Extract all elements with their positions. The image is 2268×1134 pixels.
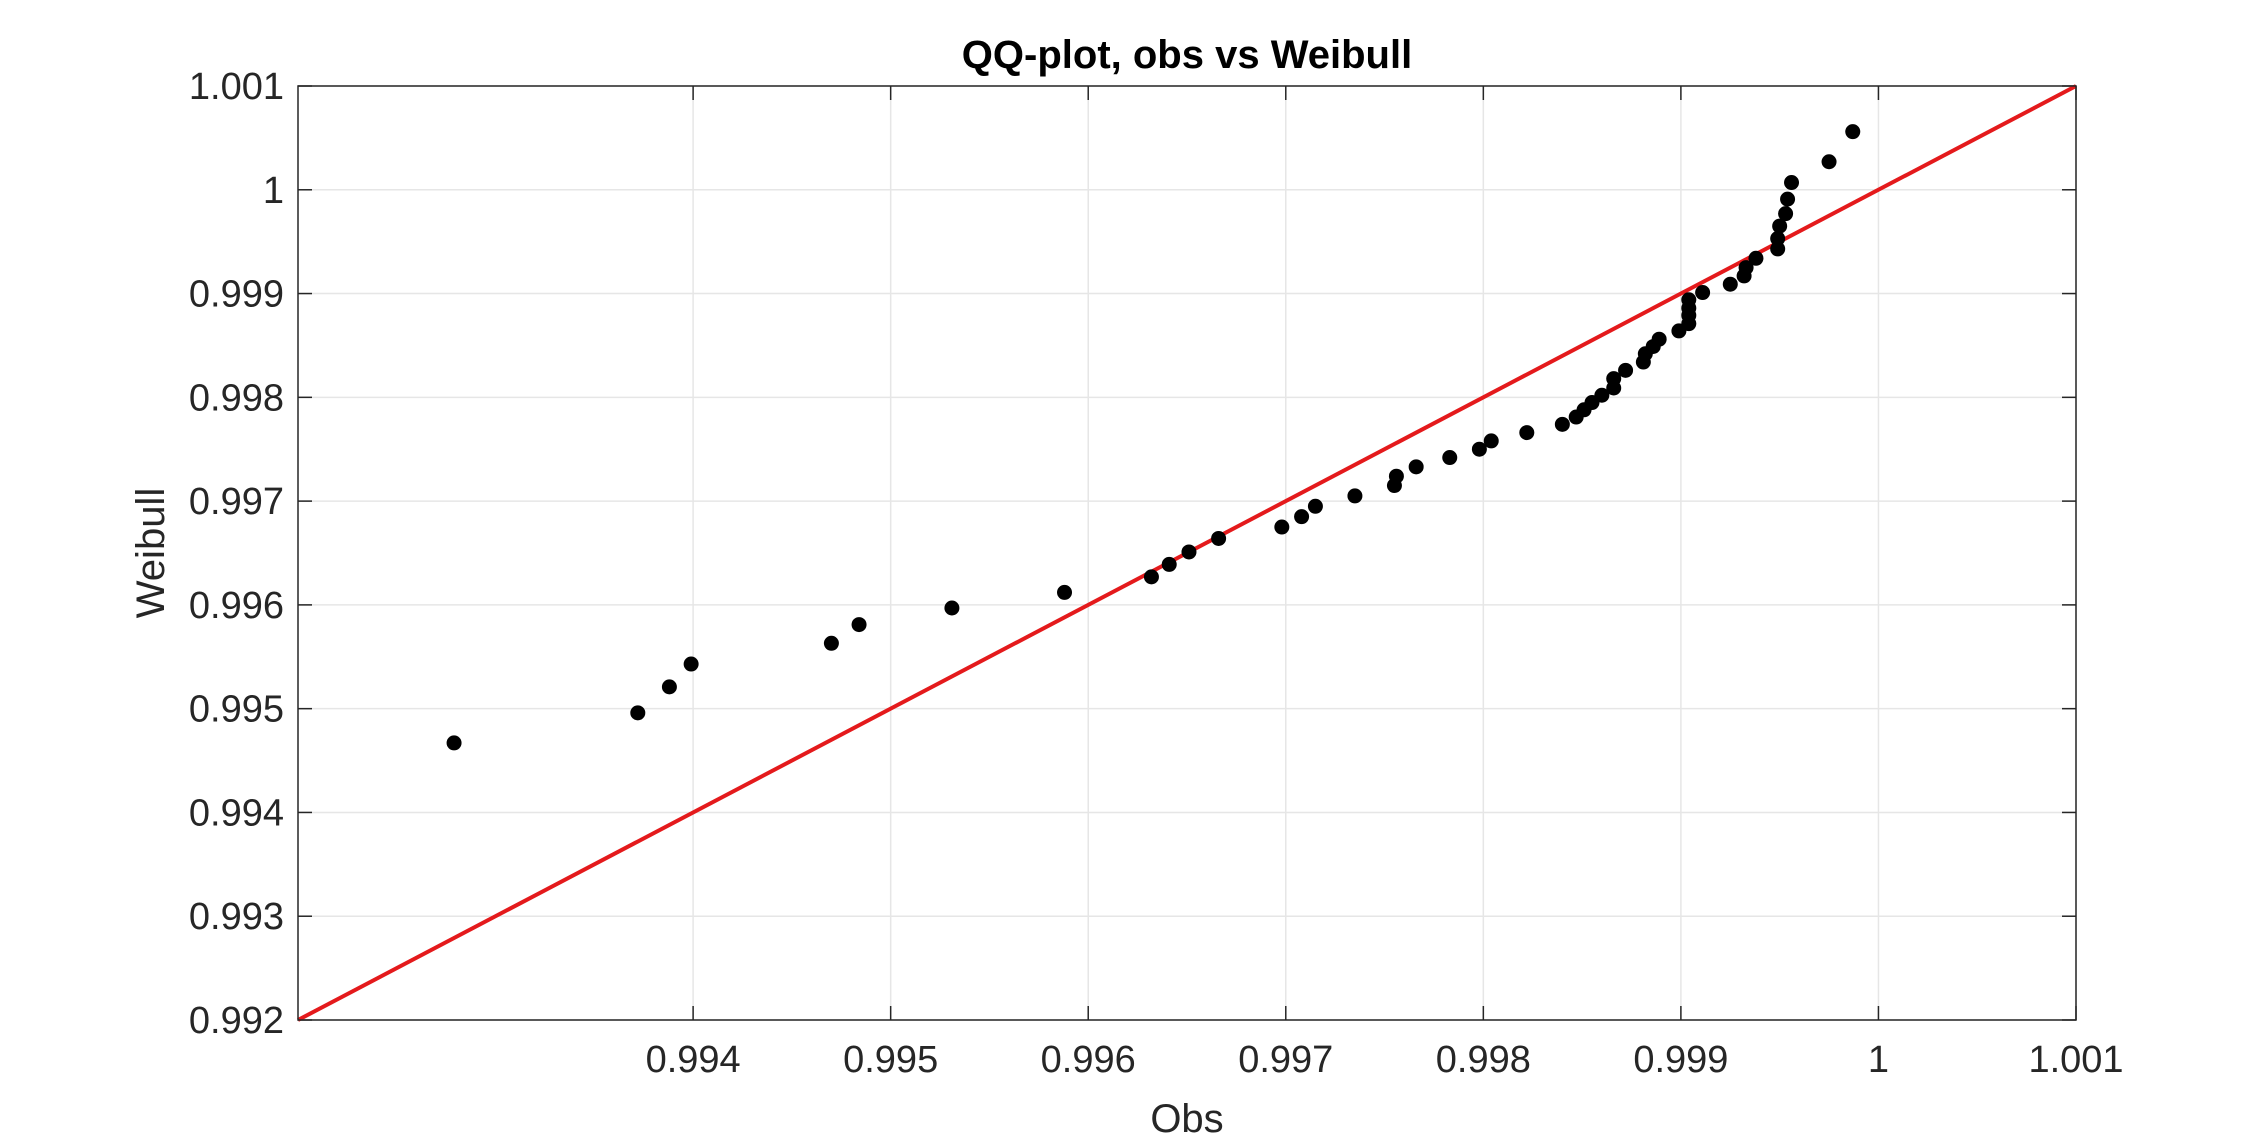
chart-title: QQ-plot, obs vs Weibull [962,33,1412,77]
data-point [1211,530,1227,546]
data-point [1294,509,1310,525]
data-point [1780,191,1796,207]
y-tick-label: 0.993 [189,896,284,938]
data-point [1442,450,1458,466]
data-point [1143,569,1159,585]
data-point [630,705,646,721]
data-point [944,600,960,616]
axes-frame [297,85,2077,1021]
data-point [823,635,839,651]
y-tick-label: 0.999 [189,274,284,316]
data-point [1161,556,1177,572]
data-point [1347,488,1363,504]
data-point [1618,362,1634,378]
y-tick-label: 1.001 [189,66,284,108]
y-tick-label: 0.996 [189,585,284,627]
data-point [1651,331,1667,347]
y-tick-label: 0.992 [189,1000,284,1042]
y-tick-label: 0.998 [189,377,284,419]
data-point [1408,459,1424,475]
data-point [1057,584,1073,600]
x-tick-labels: 0.994 0.995 0.996 0.997 0.998 0.999 1 1.001 [646,1039,2124,1081]
data-point [1695,285,1711,301]
data-point [683,656,699,672]
data-point [1483,433,1499,449]
data-point [1738,260,1754,276]
x-tick-label: 0.998 [1436,1039,1531,1081]
x-tick-label: 0.995 [843,1039,938,1081]
x-tick-label: 0.994 [646,1039,741,1081]
x-tick-label: 1.001 [2028,1039,2123,1081]
x-tick-label: 0.996 [1041,1039,1136,1081]
x-tick-label: 1 [1868,1039,1889,1081]
y-tick-labels: 0.992 0.993 0.994 0.995 0.996 0.997 0.998 0.999… [189,66,284,1042]
data-point [1274,519,1290,535]
data-point [661,679,677,695]
y-tick-label: 1 [263,170,284,212]
data-point [1770,231,1786,247]
data-point [1778,206,1794,222]
y-tick-label: 0.997 [189,481,284,523]
data-point [1772,218,1788,234]
data-point [1748,250,1764,266]
data-point [1784,175,1800,191]
data-point [1770,241,1786,257]
x-tick-label: 0.997 [1238,1039,1333,1081]
data-point [1681,292,1697,308]
x-tick-label: 0.999 [1633,1039,1728,1081]
data-point [851,617,867,633]
data-point [1722,276,1738,292]
data-point [1606,371,1622,387]
data-point [1307,498,1323,514]
data-points [446,124,1861,751]
data-point [1845,124,1861,140]
y-tick-label: 0.994 [189,792,284,834]
data-point [1554,416,1570,432]
y-tick-label: 0.995 [189,689,284,731]
data-point [446,735,462,751]
data-point [1821,154,1837,170]
y-axis-label: Weibull [129,488,173,618]
x-axis-label: Obs [1150,1097,1223,1134]
data-point [1388,468,1404,484]
data-point [1181,544,1197,560]
data-point [1519,425,1535,441]
data-point [1471,441,1487,457]
data-point [1594,387,1610,403]
